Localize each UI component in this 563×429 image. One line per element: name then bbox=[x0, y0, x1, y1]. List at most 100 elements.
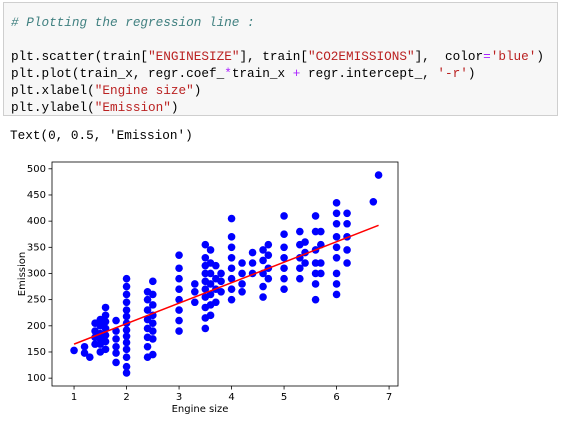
point bbox=[332, 290, 341, 299]
y-tick-label: 100 bbox=[27, 373, 46, 384]
code-line: plt.plot(train_x, regr.coef_*train_x + r… bbox=[11, 66, 476, 81]
point bbox=[280, 253, 288, 262]
point bbox=[201, 269, 210, 278]
point bbox=[311, 280, 320, 288]
string: "Engine size" bbox=[94, 83, 194, 98]
point bbox=[264, 274, 273, 283]
output-text: Text(0, 0.5, 'Emission') bbox=[10, 128, 193, 143]
comment: # Plotting the regression line : bbox=[11, 15, 255, 30]
point bbox=[217, 277, 225, 286]
code: regr.intercept_, bbox=[300, 66, 438, 81]
point bbox=[101, 317, 110, 326]
point bbox=[122, 282, 131, 291]
point bbox=[311, 227, 320, 236]
point bbox=[259, 256, 267, 265]
point bbox=[217, 269, 225, 278]
point bbox=[201, 240, 210, 249]
code-cell[interactable]: # Plotting the regression line : plt.sca… bbox=[3, 2, 558, 116]
point bbox=[343, 246, 351, 254]
y-tick-label: 250 bbox=[27, 295, 46, 306]
point bbox=[259, 246, 267, 254]
point bbox=[332, 253, 341, 262]
code: train_x bbox=[231, 66, 293, 81]
point bbox=[248, 259, 257, 267]
code: ], train[ bbox=[239, 49, 308, 64]
point bbox=[175, 295, 183, 304]
point bbox=[149, 277, 157, 286]
x-tick-label: 5 bbox=[281, 392, 287, 403]
x-tick-label: 2 bbox=[123, 392, 129, 403]
point bbox=[149, 301, 157, 309]
point bbox=[122, 369, 131, 377]
string: "Emission" bbox=[94, 100, 171, 115]
point bbox=[149, 350, 157, 359]
point bbox=[149, 335, 157, 343]
string: "CO2EMISSIONS" bbox=[307, 49, 415, 64]
string: "ENGINESIZE" bbox=[148, 49, 240, 64]
code-line: # Plotting the regression line : bbox=[11, 15, 255, 30]
point bbox=[122, 332, 131, 341]
code: ], color bbox=[414, 49, 484, 64]
point bbox=[212, 261, 220, 270]
x-axis-label: Engine size bbox=[172, 404, 229, 415]
point bbox=[301, 238, 309, 246]
string: '-r' bbox=[437, 66, 468, 81]
point bbox=[280, 285, 288, 293]
point bbox=[149, 327, 157, 335]
point bbox=[264, 240, 273, 249]
regression-line bbox=[73, 224, 379, 345]
y-tick-label: 450 bbox=[27, 190, 46, 201]
point bbox=[332, 269, 341, 278]
point bbox=[217, 287, 225, 296]
point bbox=[374, 171, 383, 179]
point bbox=[206, 280, 215, 288]
point bbox=[301, 259, 309, 267]
point bbox=[259, 282, 267, 291]
point bbox=[80, 349, 89, 357]
point bbox=[122, 326, 131, 334]
code: ) bbox=[170, 100, 179, 115]
point bbox=[112, 349, 120, 357]
y-tick-label: 400 bbox=[27, 216, 46, 227]
point bbox=[101, 311, 110, 320]
point bbox=[149, 290, 157, 299]
point bbox=[122, 362, 131, 371]
point bbox=[175, 306, 183, 314]
code-line: plt.ylabel("Emission") bbox=[11, 100, 179, 115]
point bbox=[206, 269, 215, 278]
point bbox=[122, 353, 131, 362]
y-tick-label: 500 bbox=[27, 164, 46, 175]
code: plt.ylabel( bbox=[11, 100, 95, 115]
point bbox=[191, 287, 199, 296]
point bbox=[227, 214, 236, 223]
point bbox=[332, 243, 341, 252]
point bbox=[332, 233, 341, 241]
string: 'blue' bbox=[490, 49, 537, 64]
point bbox=[112, 358, 120, 367]
point bbox=[317, 259, 325, 267]
point bbox=[175, 285, 183, 293]
x-tick-label: 6 bbox=[333, 392, 339, 403]
point bbox=[91, 340, 99, 348]
point bbox=[206, 246, 215, 254]
point bbox=[227, 243, 236, 252]
point bbox=[280, 264, 288, 273]
point bbox=[317, 227, 325, 236]
point bbox=[122, 274, 131, 283]
point bbox=[206, 290, 215, 299]
point bbox=[296, 264, 304, 273]
point bbox=[238, 287, 246, 296]
point bbox=[332, 219, 341, 228]
point bbox=[122, 312, 131, 321]
x-tick-label: 1 bbox=[71, 392, 77, 403]
point bbox=[112, 335, 120, 343]
point bbox=[238, 269, 246, 278]
point bbox=[122, 306, 131, 314]
point bbox=[332, 209, 341, 218]
point bbox=[259, 293, 267, 301]
point bbox=[149, 319, 157, 327]
point bbox=[122, 338, 131, 347]
point bbox=[369, 197, 378, 206]
point bbox=[264, 251, 273, 259]
